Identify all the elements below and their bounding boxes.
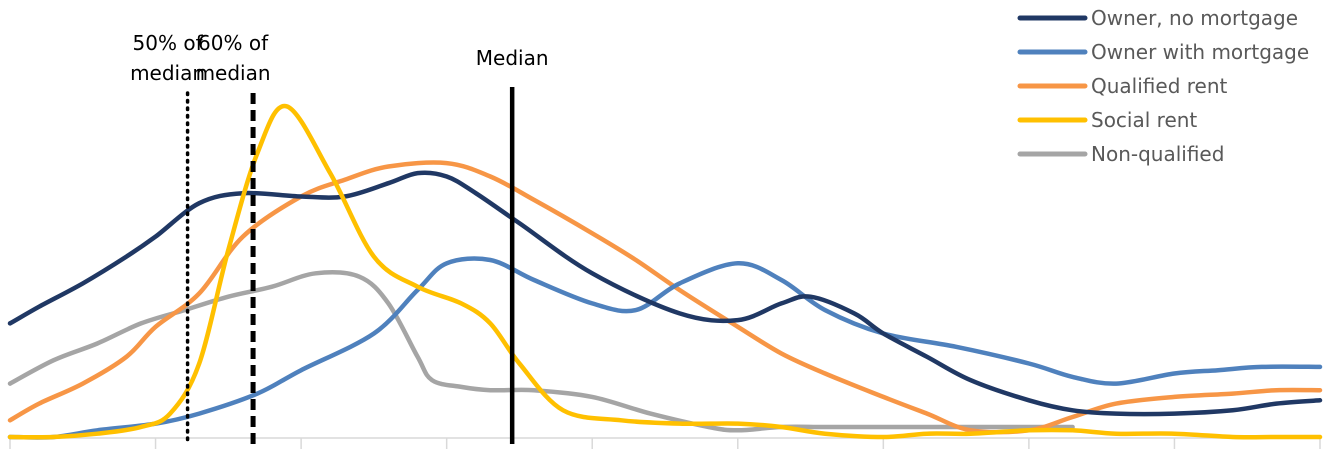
reference-label-line2: median: [130, 61, 205, 85]
legend-item: Non-qualified: [1017, 142, 1224, 166]
legend-label: Social rent: [1091, 108, 1197, 132]
reference-label: Median: [476, 46, 549, 70]
series-line-owner-with-mortgage: [7, 256, 1323, 440]
reference-label-line1: 60% of: [198, 31, 269, 55]
series-line-qualified-rent: [7, 160, 1323, 435]
series-line-owner-no-mortgage: [7, 170, 1323, 417]
series-line-social-rent: [7, 103, 1323, 440]
legend-label: Owner with mortgage: [1091, 40, 1309, 64]
legend: Owner, no mortgage Owner with mortgage Qua…: [1017, 6, 1309, 166]
reference-label-line1: 50% of: [133, 31, 204, 55]
reference-lines: 50% of median 60% of median Median: [130, 31, 549, 446]
legend-item: Owner, no mortgage: [1017, 6, 1298, 30]
x-axis: [9, 437, 1321, 449]
series-line-non-qualified: [7, 270, 1075, 433]
reference-label-line2: median: [196, 61, 271, 85]
legend-item: Social rent: [1017, 108, 1197, 132]
series-layer: [7, 103, 1323, 440]
legend-label: Qualified rent: [1091, 74, 1228, 98]
legend-label: Non-qualified: [1091, 142, 1224, 166]
legend-item: Owner with mortgage: [1017, 40, 1309, 64]
legend-label: Owner, no mortgage: [1091, 6, 1298, 30]
legend-item: Qualified rent: [1017, 74, 1228, 98]
